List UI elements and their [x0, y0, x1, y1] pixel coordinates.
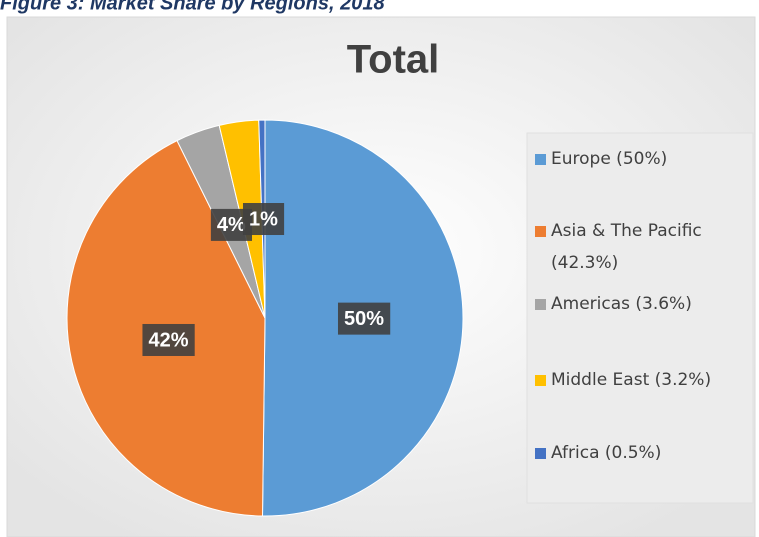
caption: Figure 3: Market Share by Regions, 2018	[0, 0, 385, 14]
data-label-box	[142, 323, 195, 356]
legend-item: Middle East (3.2%)	[535, 364, 749, 396]
legend-label: Europe (50%)	[551, 149, 668, 169]
legend: Europe (50%) Asia & The Pacific (42.3%) Am…	[527, 133, 753, 503]
data-label: 42%	[142, 323, 195, 356]
data-label: 50%	[337, 302, 391, 335]
legend-swatch	[535, 448, 546, 459]
legend-label: Asia & The Pacific (42.3%)	[551, 221, 702, 273]
data-label-box	[242, 203, 285, 236]
legend-item: Africa (0.5%)	[535, 437, 749, 469]
legend-label: Africa (0.5%)	[551, 443, 662, 463]
data-label-text: 42%	[148, 329, 188, 351]
data-label: 1%	[242, 203, 285, 236]
pie	[66, 119, 464, 517]
legend-box	[526, 132, 754, 504]
legend-swatch	[535, 154, 546, 165]
data-labels: 50% 42% 4% 1%	[142, 203, 391, 356]
legend-label: Americas (3.6%)	[551, 294, 692, 314]
data-label-box	[337, 302, 391, 335]
chart-title: Total	[347, 38, 440, 82]
legend-swatch	[535, 375, 546, 386]
data-label-text: 50%	[344, 308, 384, 330]
legend-swatch	[535, 226, 546, 237]
legend-label: Middle East (3.2%)	[551, 370, 712, 390]
data-label-text: 1%	[249, 208, 278, 230]
legend-swatch	[535, 299, 546, 310]
legend-item: Americas (3.6%)	[535, 288, 749, 320]
data-label-text: 4%	[217, 214, 246, 236]
legend-item: Asia & The Pacific (42.3%)	[535, 215, 749, 279]
legend-item: Europe (50%)	[535, 143, 749, 175]
